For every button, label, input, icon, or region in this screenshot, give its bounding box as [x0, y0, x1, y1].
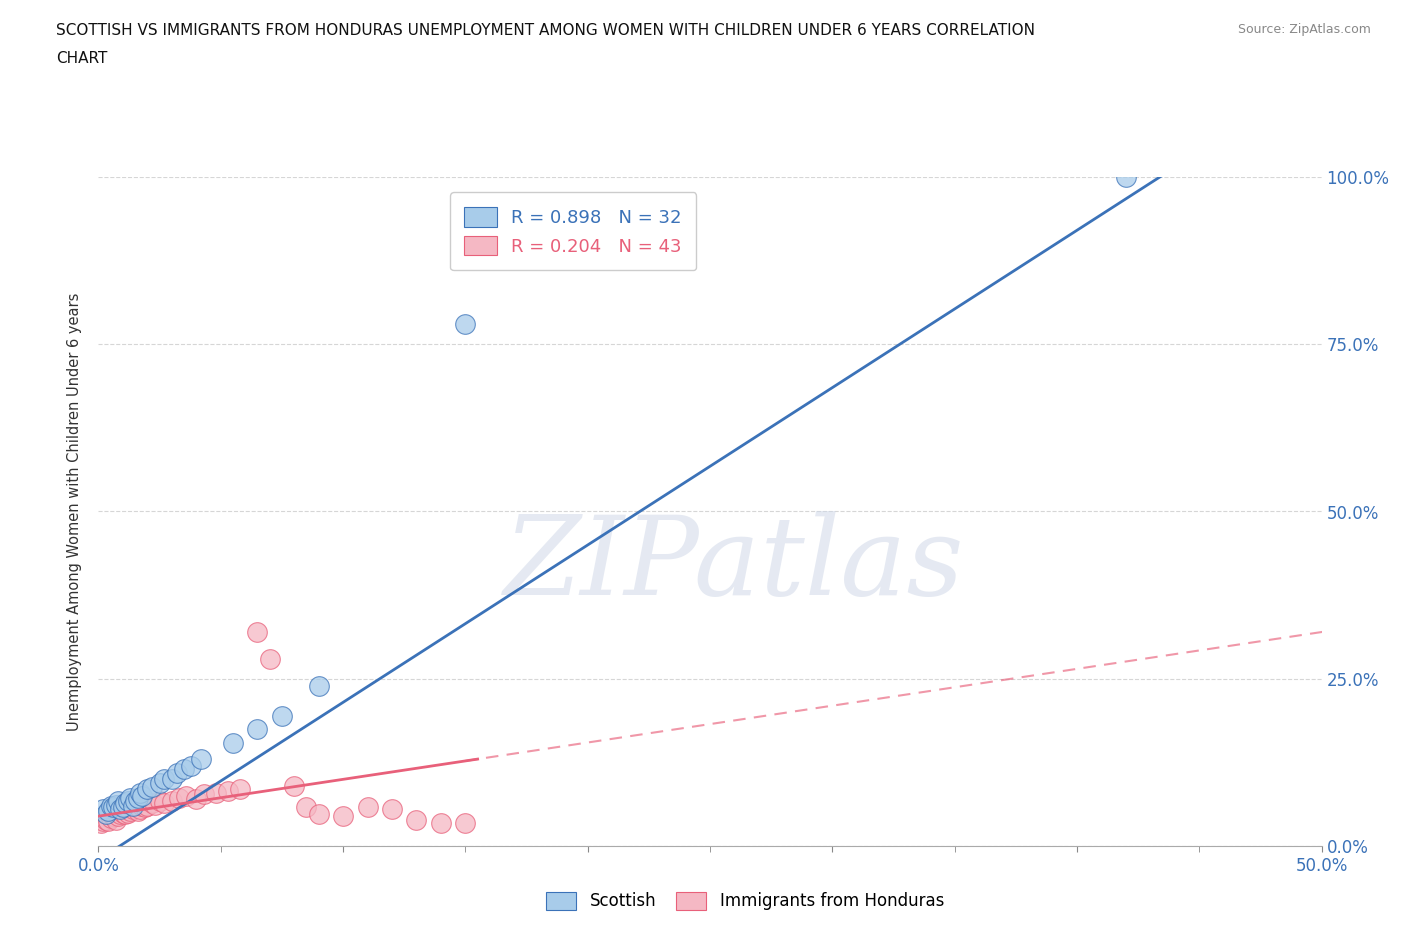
- Point: [104, 812, 127, 827]
- Legend: R = 0.898   N = 32, R = 0.204   N = 43: R = 0.898 N = 32, R = 0.204 N = 43: [450, 193, 696, 270]
- Point: [94, 806, 117, 821]
- Point: [153, 795, 176, 810]
- Point: [454, 316, 477, 331]
- Point: [193, 787, 215, 802]
- Point: [101, 809, 124, 824]
- Point: [246, 722, 269, 737]
- Point: [117, 793, 139, 808]
- Point: [107, 809, 129, 824]
- Point: [134, 800, 156, 815]
- Point: [141, 780, 163, 795]
- Point: [190, 751, 212, 766]
- Point: [381, 802, 404, 817]
- Point: [121, 802, 143, 817]
- Point: [91, 802, 114, 817]
- Point: [136, 799, 159, 814]
- Point: [246, 625, 269, 640]
- Point: [131, 789, 153, 804]
- Point: [283, 778, 305, 793]
- Point: [104, 797, 127, 812]
- Point: [124, 793, 146, 808]
- Point: [186, 792, 208, 807]
- Point: [101, 800, 124, 815]
- Point: [295, 800, 318, 815]
- Point: [120, 804, 142, 819]
- Point: [100, 799, 122, 814]
- Point: [114, 795, 136, 810]
- Point: [90, 816, 112, 830]
- Point: [166, 765, 188, 780]
- Point: [308, 806, 330, 821]
- Point: [176, 789, 198, 804]
- Point: [114, 806, 136, 821]
- Text: ZIPatlas: ZIPatlas: [505, 512, 965, 618]
- Point: [149, 776, 172, 790]
- Point: [91, 814, 114, 829]
- Point: [259, 651, 281, 666]
- Point: [141, 795, 163, 810]
- Text: Source: ZipAtlas.com: Source: ZipAtlas.com: [1237, 23, 1371, 36]
- Point: [120, 790, 142, 805]
- Point: [430, 816, 453, 830]
- Point: [308, 678, 330, 693]
- Point: [222, 735, 245, 750]
- Point: [124, 800, 146, 815]
- Point: [153, 772, 176, 787]
- Text: SCOTTISH VS IMMIGRANTS FROM HONDURAS UNEMPLOYMENT AMONG WOMEN WITH CHILDREN UNDE: SCOTTISH VS IMMIGRANTS FROM HONDURAS UNE…: [56, 23, 1035, 38]
- Point: [97, 804, 120, 819]
- Point: [110, 806, 132, 821]
- Point: [173, 762, 195, 777]
- Point: [131, 799, 153, 814]
- Point: [356, 800, 378, 815]
- Point: [129, 785, 152, 800]
- Point: [117, 805, 139, 820]
- Point: [121, 799, 143, 814]
- Legend: Scottish, Immigrants from Honduras: Scottish, Immigrants from Honduras: [540, 885, 950, 917]
- Point: [97, 814, 120, 829]
- Point: [229, 782, 252, 797]
- Point: [111, 800, 134, 815]
- Point: [160, 772, 183, 787]
- Point: [180, 759, 202, 774]
- Point: [167, 790, 190, 805]
- Point: [270, 709, 294, 724]
- Y-axis label: Unemployment Among Women with Children Under 6 years: Unemployment Among Women with Children U…: [67, 292, 83, 731]
- Point: [160, 793, 183, 808]
- Point: [129, 802, 152, 817]
- Point: [143, 797, 166, 812]
- Point: [217, 784, 239, 799]
- Point: [205, 785, 228, 800]
- Point: [1115, 169, 1137, 184]
- Point: [127, 790, 149, 805]
- Point: [94, 812, 117, 827]
- Point: [111, 805, 134, 820]
- Point: [110, 802, 132, 817]
- Point: [100, 811, 122, 826]
- Text: CHART: CHART: [56, 51, 108, 66]
- Point: [454, 816, 477, 830]
- Point: [405, 812, 427, 827]
- Point: [149, 793, 172, 808]
- Point: [107, 793, 129, 808]
- Point: [127, 804, 149, 819]
- Point: [136, 782, 159, 797]
- Point: [332, 809, 354, 824]
